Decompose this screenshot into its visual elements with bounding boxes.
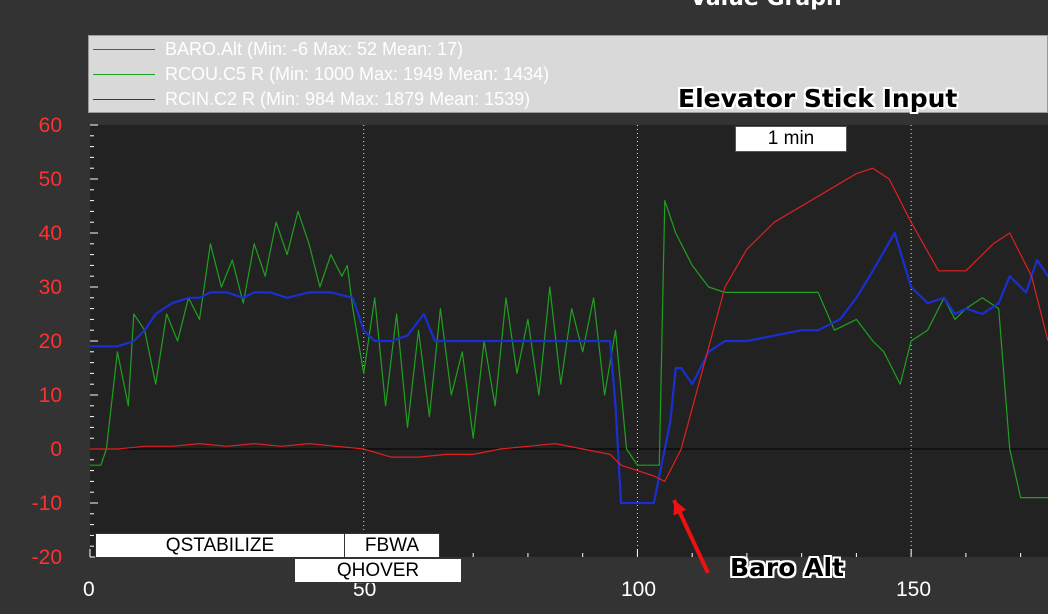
mode-label-fbwa: FBWA xyxy=(344,533,440,558)
legend-item-baro[interactable]: BARO.Alt (Min: -6 Max: 52 Mean: 17) xyxy=(93,37,463,61)
mode-label-qhover: QHOVER xyxy=(294,558,462,583)
series-layer xyxy=(90,167,1048,505)
x-tick-label: 50 xyxy=(353,578,377,601)
x-tick-label: 0 xyxy=(83,578,95,601)
y-tick-label: 50 xyxy=(38,168,62,191)
legend-label-rcou: RCOU.C5 R (Min: 1000 Max: 1949 Mean: 143… xyxy=(165,63,550,84)
y-tick-label: 60 xyxy=(38,114,62,137)
x-tick-label: 150 xyxy=(896,578,932,601)
y-tick-label: 20 xyxy=(38,330,62,353)
series-line-baro xyxy=(90,167,1048,482)
legend-swatch-rcin xyxy=(93,98,155,100)
y-tick-label: -10 xyxy=(31,492,62,515)
mode-label-qstabilize: QSTABILIZE xyxy=(95,533,345,558)
y-tick-label: 10 xyxy=(38,384,62,407)
x-tick-label: 100 xyxy=(621,578,657,601)
y-tick-label: 40 xyxy=(38,222,62,245)
chart-title: Value Graph xyxy=(690,0,842,11)
grid-lines xyxy=(90,125,1048,557)
y-tick-label: 30 xyxy=(38,276,62,299)
series-line-rcou xyxy=(90,200,1048,499)
annotation-baro-alt: Baro Alt xyxy=(730,553,845,582)
annotation-elevator-stick-input: Elevator Stick Input xyxy=(678,84,958,113)
legend-label-rcin: RCIN.C2 R (Min: 984 Max: 1879 Mean: 1539… xyxy=(165,88,531,109)
legend: BARO.Alt (Min: -6 Max: 52 Mean: 17) RCOU… xyxy=(88,35,1048,113)
series-line-rcin xyxy=(90,231,1048,505)
legend-swatch-rcou xyxy=(93,73,155,75)
y-tick-label: -20 xyxy=(31,546,62,569)
legend-swatch-baro xyxy=(93,48,155,50)
y-tick-label: 0 xyxy=(50,438,62,461)
time-scale-label: 1 min xyxy=(735,126,847,152)
legend-label-baro: BARO.Alt (Min: -6 Max: 52 Mean: 17) xyxy=(165,38,464,59)
legend-item-rcou[interactable]: RCOU.C5 R (Min: 1000 Max: 1949 Mean: 143… xyxy=(93,62,549,86)
legend-item-rcin[interactable]: RCIN.C2 R (Min: 984 Max: 1879 Mean: 1539… xyxy=(93,87,530,111)
baro-arrow-head xyxy=(673,500,687,516)
